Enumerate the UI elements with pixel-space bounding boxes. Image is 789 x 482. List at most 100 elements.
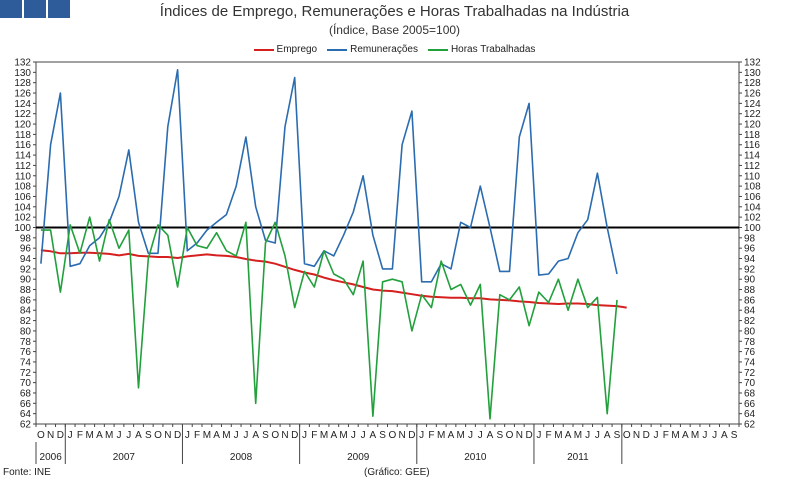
month-label: S: [379, 430, 386, 441]
month-label: A: [135, 430, 142, 441]
month-label: M: [320, 430, 328, 441]
y-tick-label-right: 98: [744, 233, 756, 244]
series-line-remuneracoes: [40, 69, 618, 283]
month-label: A: [330, 430, 337, 441]
month-label: A: [604, 430, 611, 441]
y-tick-label-right: 102: [744, 213, 761, 224]
month-label: M: [339, 430, 347, 441]
legend-swatch-horas: [427, 48, 448, 51]
logo-block: [24, 0, 46, 18]
month-label: F: [663, 430, 669, 441]
month-label: A: [448, 430, 455, 441]
y-tick-label-left: 94: [20, 254, 32, 265]
y-tick-label-left: 74: [20, 357, 32, 368]
month-label: J: [468, 430, 473, 441]
y-tick-label-right: 72: [744, 368, 756, 379]
month-label: J: [585, 430, 590, 441]
y-tick-label-right: 128: [744, 78, 761, 89]
month-label: M: [671, 430, 679, 441]
month-label: D: [643, 430, 650, 441]
month-label: N: [281, 430, 288, 441]
footer-source: Fonte: INE: [3, 467, 51, 478]
legend-item-remuneracoes: Remunerações: [327, 44, 418, 55]
month-label: F: [194, 430, 200, 441]
year-label: 2008: [230, 452, 253, 463]
month-label: J: [351, 430, 356, 441]
y-tick-label-right: 64: [744, 409, 756, 420]
y-tick-label-left: 120: [14, 120, 31, 131]
year-label: 2006: [40, 452, 63, 463]
y-tick-label-right: 68: [744, 388, 756, 399]
y-tick-label-left: 90: [20, 275, 32, 286]
legend-swatch-emprego: [253, 48, 274, 51]
logo-block: [0, 0, 22, 18]
y-tick-label-left: 108: [14, 182, 31, 193]
y-tick-label-left: 92: [20, 264, 32, 275]
y-tick-label-right: 90: [744, 275, 756, 286]
month-label: O: [154, 430, 162, 441]
y-tick-label-left: 72: [20, 368, 32, 379]
month-label: N: [47, 430, 54, 441]
y-tick-label-left: 76: [20, 347, 32, 358]
chart-legend: Emprego Remunerações Horas Trabalhadas: [0, 44, 789, 55]
month-label: J: [361, 430, 366, 441]
y-tick-label-left: 116: [15, 140, 31, 151]
series-line-emprego: [40, 249, 627, 309]
y-tick-label-left: 68: [20, 388, 32, 399]
y-tick-label-left: 88: [20, 285, 32, 296]
month-label: J: [302, 430, 307, 441]
y-tick-label-right: 82: [744, 316, 756, 327]
month-label: M: [574, 430, 582, 441]
month-label: D: [408, 430, 415, 441]
y-tick-label-right: 96: [744, 244, 756, 255]
y-tick-label-right: 130: [744, 68, 761, 79]
plot-frame: [35, 61, 740, 425]
y-tick-label-right: 114: [744, 151, 760, 162]
y-tick-label-right: 86: [744, 295, 756, 306]
y-tick-label-left: 114: [15, 151, 31, 162]
month-label: M: [105, 430, 113, 441]
chart-title: Índices de Emprego, Remunerações e Horas…: [159, 3, 630, 20]
month-label: M: [222, 430, 230, 441]
month-label: J: [126, 430, 131, 441]
month-label: J: [478, 430, 483, 441]
y-tick-label-right: 70: [744, 378, 756, 389]
y-tick-label-right: 94: [744, 254, 756, 265]
y-tick-label-left: 80: [20, 326, 32, 337]
month-label: A: [721, 430, 728, 441]
month-label: S: [496, 430, 503, 441]
month-label: A: [370, 430, 377, 441]
y-tick-label-right: 122: [744, 109, 761, 120]
month-label: F: [428, 430, 434, 441]
legend-item-emprego: Emprego: [253, 44, 317, 55]
month-label: S: [145, 430, 152, 441]
month-label: J: [702, 430, 707, 441]
month-label: J: [536, 430, 541, 441]
month-label: N: [399, 430, 406, 441]
y-tick-label-left: 98: [20, 233, 32, 244]
month-label: A: [682, 430, 689, 441]
month-label: O: [37, 430, 45, 441]
year-label: 2010: [464, 452, 487, 463]
y-tick-label-right: 80: [744, 326, 756, 337]
y-tick-label-left: 104: [14, 202, 31, 213]
y-tick-label-right: 76: [744, 347, 756, 358]
month-label: J: [419, 430, 424, 441]
y-tick-label-right: 84: [744, 306, 756, 317]
y-tick-label-right: 120: [744, 120, 761, 131]
year-label: 2009: [347, 452, 370, 463]
month-label: J: [595, 430, 600, 441]
month-label: D: [525, 430, 532, 441]
y-tick-label-left: 82: [20, 316, 32, 327]
month-label: S: [262, 430, 269, 441]
y-tick-label-left: 124: [14, 99, 31, 110]
month-label: J: [116, 430, 121, 441]
month-label: A: [487, 430, 494, 441]
month-label: O: [506, 430, 514, 441]
month-label: M: [457, 430, 465, 441]
y-tick-label-right: 106: [744, 192, 761, 203]
y-tick-label-right: 66: [744, 399, 756, 410]
y-tick-label-right: 74: [744, 357, 756, 368]
month-label: M: [437, 430, 445, 441]
y-tick-label-left: 132: [14, 58, 31, 69]
